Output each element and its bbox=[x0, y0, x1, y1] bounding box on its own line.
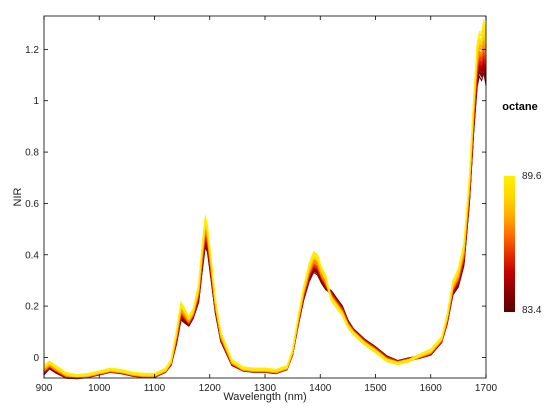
y-tick-label: 0.8 bbox=[25, 148, 39, 159]
spectrum-line bbox=[43, 62, 487, 379]
spectrum-line bbox=[43, 58, 487, 378]
spectrum-line bbox=[43, 34, 487, 376]
spectrum-line bbox=[43, 34, 487, 377]
spectrum-line bbox=[43, 28, 487, 376]
spectrum-line bbox=[43, 38, 487, 377]
spectrum-line bbox=[43, 51, 487, 379]
y-tick-label: 0.6 bbox=[25, 199, 39, 210]
spectrum-line bbox=[43, 66, 487, 379]
spectrum-line bbox=[43, 43, 487, 379]
spectrum-line bbox=[43, 66, 487, 378]
spectrum-line bbox=[43, 72, 487, 379]
x-tick-label: 1100 bbox=[144, 383, 166, 394]
spectrum-line bbox=[43, 48, 487, 377]
spectrum-line bbox=[43, 58, 487, 378]
spectrum-line bbox=[43, 49, 487, 378]
spectrum-line bbox=[43, 55, 487, 379]
spectrum-line bbox=[43, 35, 487, 376]
plot-area-frame bbox=[43, 15, 487, 379]
spectrum-line bbox=[43, 45, 487, 379]
spectrum-line bbox=[43, 26, 487, 377]
spectrum-line bbox=[43, 48, 487, 378]
spectrum-line bbox=[43, 32, 487, 378]
spectrum-line bbox=[43, 67, 487, 379]
y-tick-label: 1 bbox=[33, 96, 39, 107]
spectrum-line bbox=[43, 55, 487, 377]
spectrum-line bbox=[43, 54, 487, 378]
spectrum-line bbox=[43, 29, 487, 377]
colorbar-legend: octane 89.6 83.4 bbox=[502, 101, 542, 316]
spectrum-line bbox=[43, 68, 487, 378]
spectrum-line bbox=[43, 61, 487, 378]
spectrum-line bbox=[43, 32, 487, 377]
y-tick-label: 1.2 bbox=[25, 45, 39, 56]
x-tick-label: 1300 bbox=[254, 383, 277, 394]
x-tick-label: 1500 bbox=[364, 383, 387, 394]
spectrum-line bbox=[43, 30, 487, 376]
spectrum-line bbox=[43, 36, 487, 377]
spectrum-line bbox=[43, 28, 487, 377]
spectrum-line bbox=[43, 29, 487, 378]
spectrum-line bbox=[43, 67, 487, 379]
spectrum-line bbox=[43, 46, 487, 378]
spectrum-line bbox=[43, 28, 487, 377]
series-lines bbox=[43, 19, 487, 380]
spectrum-line bbox=[43, 53, 487, 377]
spectrum-line bbox=[43, 19, 487, 376]
spectrum-line bbox=[43, 51, 487, 378]
x-tick-label: 900 bbox=[36, 383, 53, 394]
spectrum-line bbox=[43, 47, 487, 378]
spectrum-line bbox=[43, 33, 487, 377]
spectrum-line bbox=[43, 23, 487, 377]
spectrum-line bbox=[43, 23, 487, 376]
x-tick-label: 1600 bbox=[420, 383, 443, 394]
spectrum-line bbox=[43, 38, 487, 377]
x-tick-label: 1400 bbox=[309, 383, 332, 394]
spectrum-line bbox=[43, 21, 487, 376]
spectrum-line bbox=[43, 65, 487, 377]
spectrum-line bbox=[43, 67, 487, 378]
spectrum-line bbox=[43, 57, 487, 378]
colorbar-title: octane bbox=[502, 101, 537, 113]
spectrum-line bbox=[43, 56, 487, 377]
spectrum-line bbox=[43, 42, 487, 377]
x-tick-label: 1700 bbox=[475, 383, 498, 394]
y-tick-label: 0.4 bbox=[25, 250, 39, 261]
y-tick-label: 0.2 bbox=[25, 302, 39, 313]
spectrum-line bbox=[43, 22, 487, 377]
spectrum-line bbox=[43, 33, 487, 377]
spectrum-line bbox=[43, 47, 487, 378]
x-tick-label: 1000 bbox=[88, 383, 111, 394]
colorbar-min-label: 83.4 bbox=[522, 305, 542, 316]
colorbar-gradient bbox=[504, 176, 515, 312]
x-axis: 900 1000 1100 1200 1300 1400 1500 1600 1700 bbox=[36, 16, 498, 394]
x-axis-label: Wavelength (nm) bbox=[223, 391, 306, 403]
spectrum-line bbox=[43, 41, 487, 379]
y-tick-label: 0 bbox=[33, 353, 39, 364]
spectrum-line bbox=[43, 44, 487, 377]
spectrum-line bbox=[43, 66, 487, 379]
colorbar-max-label: 89.6 bbox=[522, 171, 542, 182]
spectrum-line bbox=[43, 54, 487, 377]
spectrum-line bbox=[43, 55, 487, 379]
y-axis-label: NIR bbox=[12, 187, 24, 206]
spectrum-line bbox=[43, 44, 487, 379]
spectrum-line bbox=[43, 44, 487, 378]
y-axis: 0 0.2 0.4 0.6 0.8 1 1.2 bbox=[25, 45, 486, 364]
x-tick-label: 1200 bbox=[199, 383, 222, 394]
spectrum-line bbox=[43, 61, 487, 378]
spectrum-line bbox=[43, 66, 487, 380]
